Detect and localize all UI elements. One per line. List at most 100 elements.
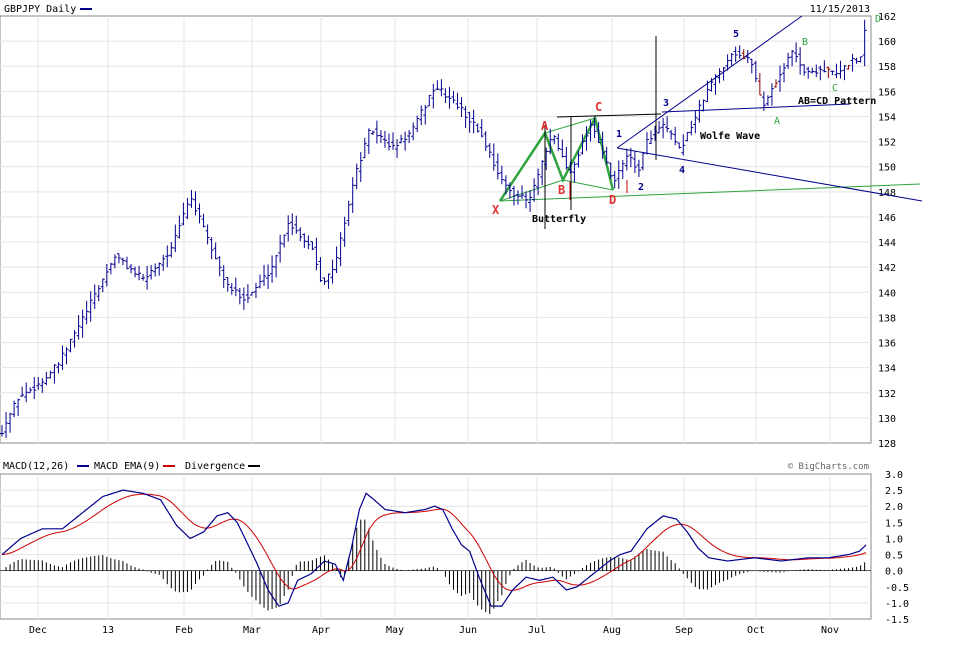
ohlc-bar — [68, 338, 73, 353]
ohlc-bar — [48, 370, 53, 379]
ohlc-bar — [443, 88, 448, 103]
ohlc-bar — [782, 63, 787, 83]
ohlc-bar — [753, 60, 758, 83]
ohlc-bar — [153, 263, 158, 277]
ohlc-bar — [431, 83, 436, 109]
ohlc-bar — [507, 182, 512, 199]
ohlc-bar — [419, 105, 424, 126]
ohlc-bar — [274, 254, 279, 278]
label-abcd-b: B — [802, 37, 808, 48]
ohlc-bar — [604, 146, 609, 165]
ohlc-bar — [838, 60, 843, 79]
ohlc-bar — [330, 259, 335, 284]
ohlc-bar — [245, 284, 250, 304]
ohlc-bar — [737, 45, 742, 59]
ohlc-bar — [790, 50, 795, 67]
ohlc-bar — [374, 120, 379, 144]
ohlc-bar — [423, 105, 428, 125]
ohlc-bar — [439, 79, 444, 97]
ohlc-bar — [338, 232, 343, 267]
ohlc-bar — [100, 278, 105, 293]
ohlc-bar — [342, 216, 347, 247]
label-wolfe-wave: Wolfe Wave — [700, 131, 760, 142]
macd-y-tick: 1.0 — [885, 534, 903, 545]
macd-y-tick: -0.5 — [885, 583, 909, 594]
ohlc-bar — [0, 425, 4, 437]
ohlc-bar — [157, 262, 162, 276]
ohlc-bar — [149, 265, 154, 280]
ohlc-bar — [681, 134, 686, 156]
ohlc-bar — [451, 91, 456, 104]
ohlc-bar — [661, 117, 666, 139]
ohlc-bar — [769, 83, 774, 106]
ohlc-bar — [20, 386, 25, 397]
ohlc-bar — [278, 234, 283, 263]
ohlc-bar — [282, 234, 287, 248]
ohlc-bar — [705, 80, 710, 103]
label-abcd-a: A — [774, 116, 780, 127]
ohlc-bar — [491, 143, 496, 171]
ohlc-bar — [286, 215, 291, 242]
ohlc-bar — [40, 378, 45, 393]
ohlc-bar — [326, 273, 331, 289]
ohlc-bar — [786, 52, 791, 69]
ohlc-bar — [141, 273, 146, 281]
ohlc-bar — [798, 47, 803, 75]
ohlc-bar — [366, 128, 371, 154]
ohlc-bar — [161, 254, 166, 272]
ohlc-bar — [322, 277, 327, 285]
macd-panel — [0, 473, 872, 620]
ohlc-bar — [298, 227, 303, 242]
ohlc-bar — [552, 135, 557, 145]
ohlc-bar — [197, 203, 202, 224]
ohlc-bar — [370, 130, 375, 136]
ohlc-bar — [382, 130, 387, 148]
ohlc-bar — [249, 291, 254, 296]
marker-4 — [556, 113, 662, 118]
ohlc-bar — [628, 147, 633, 168]
macd-y-tick: -1.0 — [885, 599, 909, 610]
ohlc-bar — [560, 139, 565, 158]
ohlc-bar — [60, 345, 65, 370]
ohlc-bar — [499, 165, 504, 185]
label-d: D — [609, 193, 616, 207]
ohlc-bar — [28, 387, 33, 394]
ohlc-bar — [745, 49, 750, 64]
ohlc-bar — [378, 130, 383, 143]
ohlc-bar — [112, 254, 117, 269]
ohlc-bar — [778, 65, 783, 92]
macd-y-tick: -1.5 — [885, 615, 909, 626]
ohlc-bar — [511, 185, 516, 206]
ohlc-bar — [806, 66, 811, 79]
price-y-tick: 154 — [878, 112, 896, 123]
ohlc-bar — [116, 253, 121, 264]
ohlc-bar — [177, 215, 182, 239]
ohlc-bar — [826, 66, 831, 79]
ohlc-bar — [701, 99, 706, 112]
price-grid — [0, 16, 871, 443]
ohlc-bar — [346, 200, 351, 227]
macd-legend-ema: MACD EMA(9) — [94, 461, 160, 472]
ohlc-bar — [185, 197, 190, 220]
ohlc-bar — [693, 110, 698, 134]
ohlc-bar — [568, 161, 573, 174]
x-tick-label: Oct — [747, 625, 765, 636]
ohlc-bar — [459, 97, 464, 117]
red-markers — [569, 180, 628, 200]
ohlc-bar — [532, 178, 537, 202]
price-y-tick: 142 — [878, 263, 896, 274]
ohlc-bar — [649, 130, 654, 144]
ohlc-bar — [169, 241, 174, 258]
ohlc-bar — [306, 235, 311, 250]
ohlc-bar — [455, 92, 460, 110]
ohlc-bar — [165, 245, 170, 268]
price-y-tick: 144 — [878, 238, 896, 249]
ohlc-bar — [415, 115, 420, 133]
ohlc-bar — [270, 255, 275, 283]
ohlc-bar — [741, 49, 746, 60]
label-b: B — [558, 183, 565, 197]
price-y-tick: 138 — [878, 313, 896, 324]
price-y-tick: 162 — [878, 12, 896, 23]
macd-y-tick: 2.0 — [885, 502, 903, 513]
ohlc-bar — [600, 131, 605, 159]
